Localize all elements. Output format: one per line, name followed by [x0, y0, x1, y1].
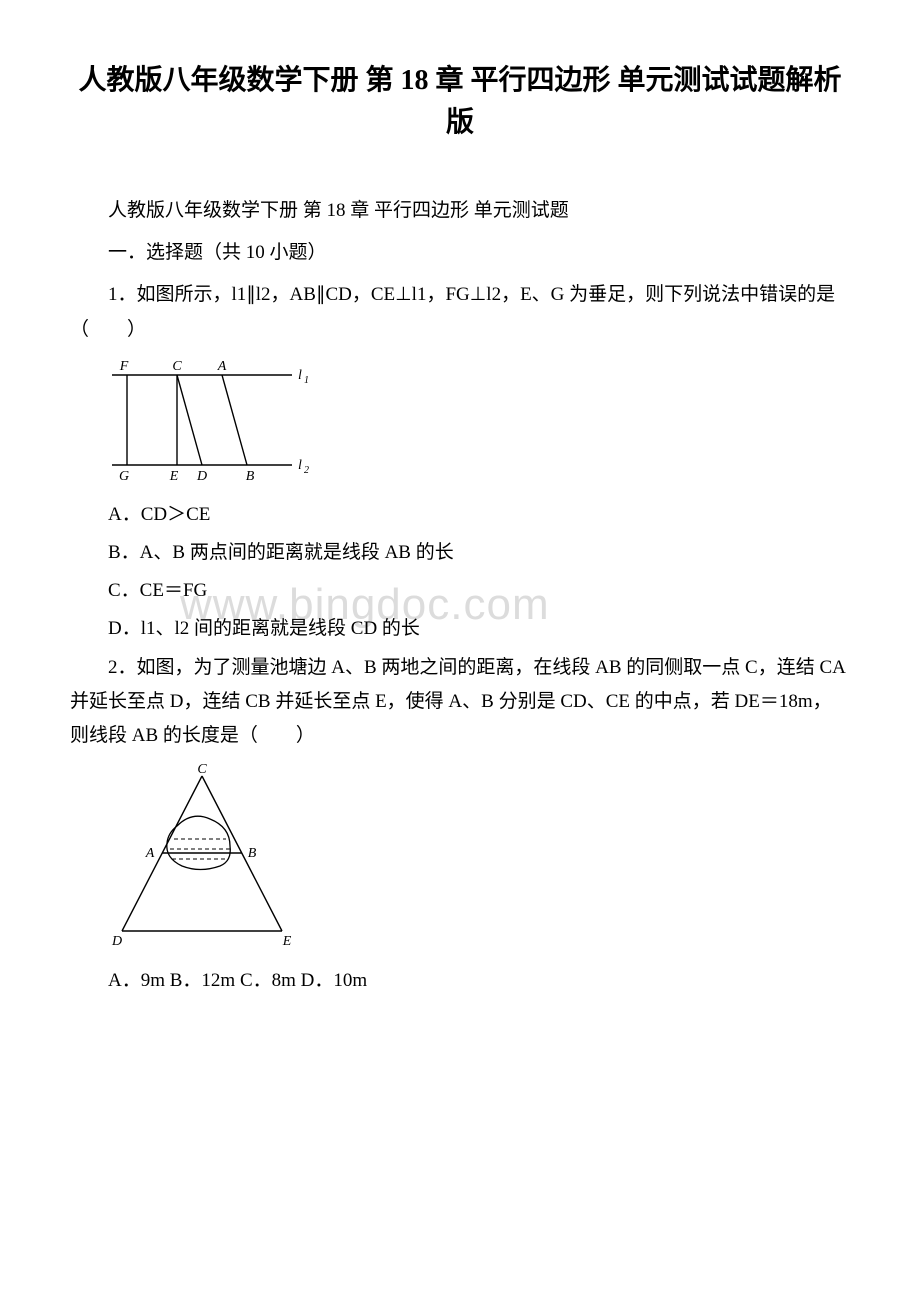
q1-option-d: D．l1、l2 间的距离就是线段 CD 的长 [70, 612, 850, 646]
question-1-stem: 1．如图所示，l1∥l2，AB∥CD，CE⊥l1，FG⊥l2，E、G 为垂足，则… [70, 278, 850, 346]
question-2-stem: 2．如图，为了测量池塘边 A、B 两地之间的距离，在线段 AB 的同侧取一点 C… [70, 651, 850, 754]
label-A: A [217, 359, 227, 374]
label-F: F [119, 359, 129, 374]
document-title: 人教版八年级数学下册 第 18 章 平行四边形 单元测试试题解析版 [70, 60, 850, 144]
label-C: C [172, 359, 182, 374]
label-E2: E [282, 934, 292, 949]
label-A2: A [145, 846, 155, 861]
label-D2: D [111, 934, 122, 949]
section-heading: 一．选择题（共 10 小题） [70, 236, 850, 270]
question-1-figure: F C A l 1 G E D B l 2 [102, 355, 850, 490]
label-l2-sub: 2 [304, 465, 309, 476]
label-l2: l [298, 458, 302, 473]
label-B: B [246, 469, 255, 484]
q1-option-c: C．CE＝FG [70, 574, 850, 608]
label-l1-sub: 1 [304, 375, 309, 386]
q1-option-a: A．CD＞CE [70, 498, 850, 532]
q2-options: A．9m B．12m C．8m D．10m [70, 964, 850, 998]
q1-option-b: B．A、B 两点间的距离就是线段 AB 的长 [70, 536, 850, 570]
label-B2: B [248, 846, 257, 861]
document-content: 人教版八年级数学下册 第 18 章 平行四边形 单元测试试题解析版 人教版八年级… [70, 60, 850, 998]
label-G: G [119, 469, 129, 484]
label-E: E [169, 469, 179, 484]
label-C2: C [197, 762, 207, 777]
label-l1: l [298, 368, 302, 383]
label-D: D [196, 469, 207, 484]
question-2-figure: C A B D E [102, 761, 850, 956]
document-subtitle: 人教版八年级数学下册 第 18 章 平行四边形 单元测试题 [70, 194, 850, 228]
